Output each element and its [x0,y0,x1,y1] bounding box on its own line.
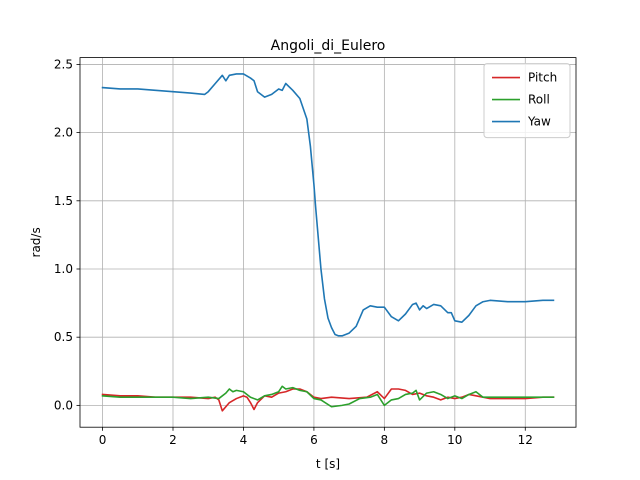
x-axis-label: t [s] [316,457,340,471]
x-tick-label: 2 [169,433,177,447]
x-tick-label: 0 [99,433,107,447]
y-tick-label: 2.0 [54,126,73,140]
ticks: 0 2 4 6 8 10 12 0.0 0.5 1.0 1.5 2.0 2.5 [54,57,533,447]
y-axis-label: rad/s [29,227,43,257]
legend-label-roll: Roll [528,93,550,107]
x-tick-label: 6 [310,433,318,447]
series-line-roll [101,385,555,408]
x-tick-label: 10 [447,433,462,447]
chart-title: Angoli_di_Eulero [271,38,386,54]
y-tick-label: 1.5 [54,194,73,208]
grid [80,57,576,428]
series-lines [101,73,555,412]
x-tick-label: 8 [381,433,389,447]
series-line-yaw [101,73,555,337]
y-tick-label: 0.0 [54,398,73,412]
x-tick-label: 4 [240,433,248,447]
x-tick-label: 12 [518,433,533,447]
legend-label-pitch: Pitch [528,71,557,85]
legend: Pitch Roll Yaw [483,63,571,139]
y-tick-label: 1.0 [54,262,73,276]
plot-frame [79,57,577,428]
legend-label-yaw: Yaw [527,115,551,129]
y-tick-label: 0.5 [54,330,73,344]
y-tick-label: 2.5 [54,57,73,71]
legend-box [483,63,571,139]
